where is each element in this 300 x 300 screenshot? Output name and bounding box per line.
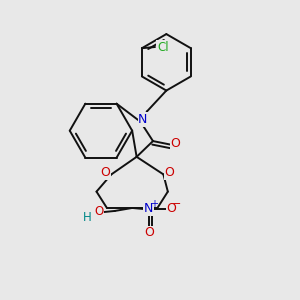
- Text: O: O: [167, 202, 176, 215]
- Text: O: O: [100, 167, 110, 179]
- Text: N: N: [144, 202, 153, 215]
- Text: Cl: Cl: [157, 40, 169, 53]
- Text: O: O: [94, 205, 103, 218]
- Text: −: −: [172, 199, 182, 209]
- Text: N: N: [138, 113, 148, 126]
- Text: O: O: [171, 137, 181, 150]
- Text: O: O: [164, 167, 174, 179]
- Text: +: +: [150, 199, 158, 209]
- Text: H: H: [83, 211, 92, 224]
- Text: O: O: [144, 226, 154, 239]
